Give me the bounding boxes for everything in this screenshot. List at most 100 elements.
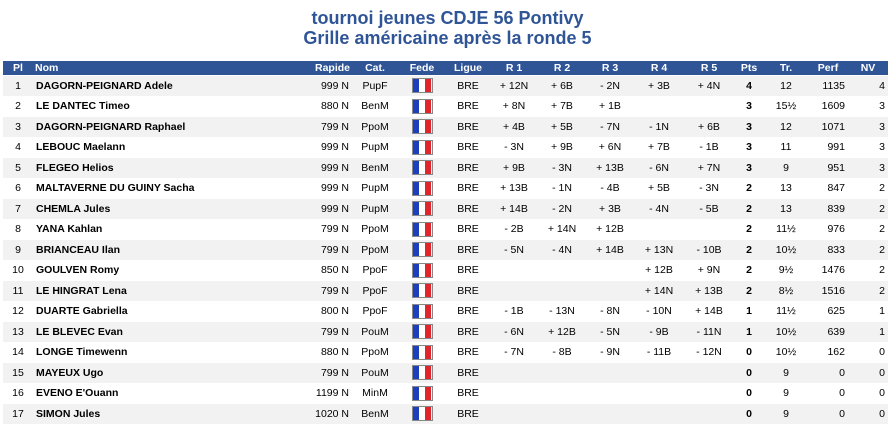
- cell-pts: 4: [734, 75, 764, 96]
- france-flag-icon: [411, 160, 433, 176]
- cell-cat: PpoM: [352, 218, 398, 240]
- cell-r5: [684, 403, 734, 424]
- table-row: 10 GOULVEN Romy 850 N PpoF BRE + 12B + 9N 2 9½ 14…: [3, 259, 888, 281]
- cell-tr: 12: [764, 116, 808, 137]
- cell-ligue: BRE: [446, 157, 490, 178]
- cell-pts: 1: [734, 300, 764, 322]
- cell-perf: 976: [808, 218, 848, 240]
- table-row: 8 YANA Kahlan 799 N PpoM BRE - 2B + 14N + 12B 2 1…: [3, 218, 888, 240]
- cell-nom: MALTAVERNE DU GUINY Sacha: [33, 177, 268, 199]
- header-row: Pl Nom Rapide Cat. Fede Ligue R 1 R 2 R …: [3, 61, 888, 76]
- cell-perf: 1476: [808, 259, 848, 281]
- cell-nv: 4: [848, 75, 888, 96]
- france-flag-icon: [411, 344, 433, 360]
- cell-tr: 9½: [764, 259, 808, 281]
- cell-rapide: 799 N: [268, 280, 352, 301]
- cell-nv: 0: [848, 362, 888, 383]
- cell-nv: 2: [848, 280, 888, 301]
- cell-tr: 11: [764, 136, 808, 158]
- cell-tr: 13: [764, 198, 808, 219]
- cell-nv: 1: [848, 321, 888, 342]
- cell-nom: DAGORN-PEIGNARD Raphael: [33, 116, 268, 137]
- cell-r3: + 12B: [586, 218, 634, 240]
- cell-fede: [398, 239, 446, 260]
- cell-nv: 3: [848, 116, 888, 137]
- cell-nom: FLEGEO Helios: [33, 157, 268, 178]
- cell-tr: 12: [764, 75, 808, 96]
- col-header-pts: Pts: [734, 61, 764, 76]
- col-header-r1: R 1: [490, 61, 538, 76]
- cell-r5: [684, 218, 734, 240]
- cell-tr: 10½: [764, 239, 808, 260]
- cell-nom: EVENO E'Ouann: [33, 382, 268, 404]
- cell-pl: 7: [3, 198, 33, 219]
- col-header-fede: Fede: [398, 61, 446, 76]
- cell-rapide: 880 N: [268, 95, 352, 117]
- cell-ligue: BRE: [446, 177, 490, 199]
- cell-r3: - 7N: [586, 116, 634, 137]
- cell-cat: PupM: [352, 198, 398, 219]
- cell-r3: + 1B: [586, 95, 634, 117]
- cell-r2: - 2N: [538, 198, 586, 219]
- title-block: tournoi jeunes CDJE 56 Pontivy Grille am…: [0, 8, 895, 48]
- cell-cat: PpoM: [352, 341, 398, 363]
- cell-rapide: 1199 N: [268, 382, 352, 404]
- france-flag-icon: [411, 365, 433, 381]
- cell-pts: 0: [734, 403, 764, 424]
- cell-nv: 3: [848, 157, 888, 178]
- cell-fede: [398, 198, 446, 219]
- cell-nom: GOULVEN Romy: [33, 259, 268, 281]
- table-row: 1 DAGORN-PEIGNARD Adele 999 N PupF BRE + 12N +…: [3, 75, 888, 96]
- col-header-tr: Tr.: [764, 61, 808, 76]
- cell-pl: 13: [3, 321, 33, 342]
- cell-tr: 11½: [764, 300, 808, 322]
- cell-r2: [538, 403, 586, 424]
- table-row: 15 MAYEUX Ugo 799 N PouM BRE 0 9 0 0: [3, 362, 888, 383]
- col-header-cat: Cat.: [352, 61, 398, 76]
- cell-r1: + 14B: [490, 198, 538, 219]
- cell-nom: LEBOUC Maelann: [33, 136, 268, 158]
- cell-nom: MAYEUX Ugo: [33, 362, 268, 383]
- cell-r3: [586, 259, 634, 281]
- cell-r4: - 4N: [634, 198, 684, 219]
- cell-nom: LE DANTEC Timeo: [33, 95, 268, 117]
- cell-ligue: BRE: [446, 259, 490, 281]
- cell-ligue: BRE: [446, 362, 490, 383]
- france-flag-icon: [411, 221, 433, 237]
- cell-r4: + 3B: [634, 75, 684, 96]
- cell-perf: 951: [808, 157, 848, 178]
- cell-fede: [398, 259, 446, 281]
- cell-fede: [398, 116, 446, 137]
- cell-rapide: 799 N: [268, 239, 352, 260]
- table-row: 3 DAGORN-PEIGNARD Raphael 799 N PpoM BRE + 4B…: [3, 116, 888, 137]
- cell-nv: 1: [848, 300, 888, 322]
- col-header-nv: NV: [848, 61, 888, 76]
- cell-r5: - 1B: [684, 136, 734, 158]
- cell-r4: + 5B: [634, 177, 684, 199]
- cell-rapide: 799 N: [268, 321, 352, 342]
- cell-r1: [490, 280, 538, 301]
- cell-rapide: 880 N: [268, 341, 352, 363]
- cell-ligue: BRE: [446, 75, 490, 96]
- cell-r2: - 8B: [538, 341, 586, 363]
- cell-ligue: BRE: [446, 136, 490, 158]
- cell-perf: 0: [808, 403, 848, 424]
- cell-fede: [398, 177, 446, 199]
- cell-r4: + 13N: [634, 239, 684, 260]
- col-header-r5: R 5: [684, 61, 734, 76]
- cell-r3: - 4B: [586, 177, 634, 199]
- cell-rapide: 999 N: [268, 75, 352, 96]
- page-title: tournoi jeunes CDJE 56 Pontivy: [311, 8, 584, 28]
- cell-r4: + 7B: [634, 136, 684, 158]
- cell-nom: LE HINGRAT Lena: [33, 280, 268, 301]
- cell-pl: 12: [3, 300, 33, 322]
- cell-pl: 14: [3, 341, 33, 363]
- cell-r2: [538, 362, 586, 383]
- cell-r4: - 1N: [634, 116, 684, 137]
- cell-r4: [634, 95, 684, 117]
- cell-rapide: 800 N: [268, 300, 352, 322]
- cell-rapide: 850 N: [268, 259, 352, 281]
- cell-r1: - 2B: [490, 218, 538, 240]
- page-subtitle: Grille américaine après la ronde 5: [303, 28, 592, 48]
- cell-nom: DAGORN-PEIGNARD Adele: [33, 75, 268, 96]
